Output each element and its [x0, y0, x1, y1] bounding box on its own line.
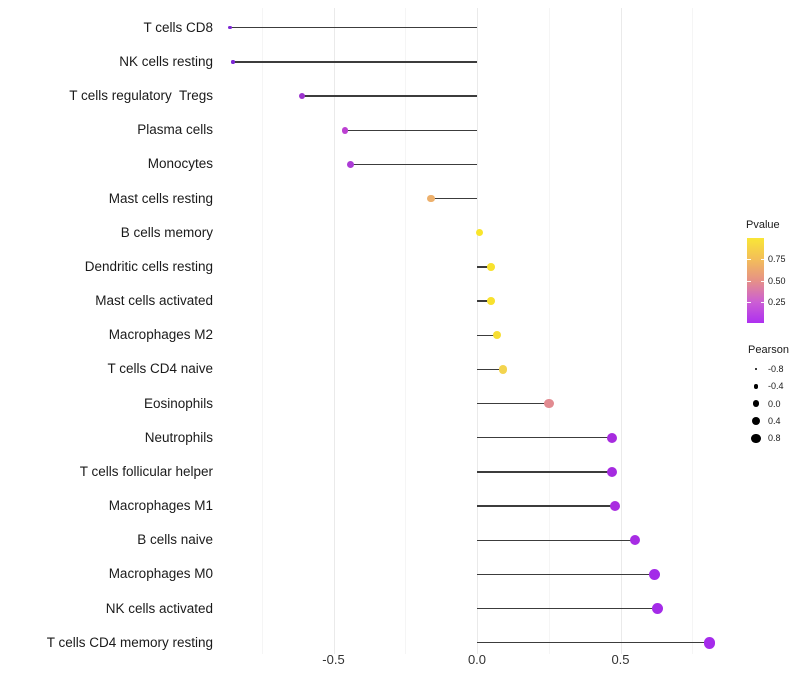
lollipop-stem	[477, 300, 492, 302]
lollipop-dot	[629, 535, 641, 546]
colorbar-tick	[760, 301, 764, 303]
category-label: NK cells resting	[119, 53, 213, 69]
lollipop-stem	[477, 437, 612, 439]
colorbar-tick	[747, 280, 751, 282]
lollipop-dot	[476, 229, 484, 237]
lollipop-stem	[350, 163, 477, 166]
lollipop-stem	[477, 368, 503, 371]
lollipop-stem	[477, 471, 612, 473]
pearson-legend-dot	[754, 367, 758, 371]
colorbar-tick-label: 0.50	[768, 275, 786, 286]
pearson-legend-dot	[753, 384, 759, 389]
pearson-legend-title: Pearson	[748, 344, 789, 356]
x-tick-label: -0.5	[322, 652, 345, 667]
lollipop-dot	[652, 603, 664, 615]
x-tick-label: 0.0	[467, 652, 487, 667]
category-label: NK cells activated	[105, 600, 213, 616]
lollipop-dot	[703, 636, 716, 649]
lollipop-stem	[477, 334, 498, 336]
pearson-legend-label: 0.8	[768, 433, 781, 444]
category-label: Macrophages M2	[108, 327, 213, 343]
major-gridline	[333, 8, 335, 654]
lollipop-dot	[493, 331, 502, 340]
lollipop-dot	[606, 432, 617, 443]
category-label: Macrophages M0	[108, 566, 213, 582]
colorbar-tick-label: 0.25	[768, 296, 786, 307]
category-label: Monocytes	[147, 156, 213, 172]
lollipop-stem	[477, 505, 615, 507]
category-label: T cells CD4 naive	[107, 361, 213, 377]
lollipop-stem	[233, 61, 477, 63]
pvalue-legend-title: Pvalue	[746, 219, 780, 231]
lollipop-dot	[498, 365, 508, 374]
lollipop-dot	[347, 160, 355, 168]
pearson-legend-dot	[752, 400, 760, 407]
lollipop-dot	[298, 92, 306, 100]
lollipop-stem	[477, 266, 492, 268]
major-gridline	[477, 8, 478, 654]
pearson-legend-label: -0.4	[768, 381, 784, 392]
minor-gridline	[405, 8, 407, 654]
lollipop-stem	[477, 402, 549, 405]
minor-gridline	[261, 8, 263, 654]
category-label: T cells follicular helper	[79, 463, 213, 479]
category-label: Macrophages M1	[108, 498, 213, 514]
lollipop-stem	[230, 27, 477, 29]
colorbar-tick	[747, 259, 751, 261]
category-label: T cells CD8	[143, 19, 213, 35]
pearson-legend-label: -0.8	[768, 364, 784, 374]
category-label: Mast cells activated	[95, 293, 213, 309]
lollipop-dot	[609, 500, 620, 512]
category-label: B cells naive	[137, 532, 213, 548]
lollipop-dot	[341, 126, 349, 134]
category-label: Eosinophils	[143, 395, 213, 411]
pearson-legend-dot	[752, 416, 760, 425]
colorbar-tick-label: 0.75	[768, 254, 786, 265]
lollipop-dot	[487, 262, 496, 271]
lollipop-stem	[477, 573, 655, 576]
lollipop-stem	[477, 642, 710, 644]
category-label: Neutrophils	[144, 429, 213, 445]
lollipop-dot	[487, 297, 496, 305]
colorbar-tick	[760, 259, 764, 261]
category-label: Dendritic cells resting	[84, 258, 213, 274]
lollipop-stem	[431, 197, 477, 200]
category-label: Plasma cells	[137, 122, 213, 138]
colorbar-tick	[747, 301, 751, 303]
pearson-legend-label: 0.0	[768, 398, 781, 409]
major-gridline	[620, 8, 622, 654]
lollipop-dot	[649, 568, 661, 580]
pearson-legend-label: 0.4	[768, 415, 781, 426]
lollipop-dot	[606, 466, 617, 477]
pvalue-colorbar	[747, 238, 764, 323]
category-label: B cells memory	[120, 224, 213, 240]
lollipop-stem	[301, 95, 477, 97]
minor-gridline	[692, 8, 694, 654]
lollipop-dot	[543, 398, 554, 409]
lollipop-stem	[344, 129, 477, 131]
category-label: T cells CD4 memory resting	[46, 634, 213, 650]
lollipop-stem	[477, 539, 635, 541]
lollipop-dot	[231, 60, 235, 64]
x-tick-label: 0.5	[611, 652, 630, 667]
colorbar-tick	[760, 280, 764, 282]
lollipop-dot	[228, 26, 232, 30]
lollipop-stem	[477, 607, 658, 610]
category-label: Mast cells resting	[108, 190, 213, 206]
pearson-legend-dot	[751, 433, 761, 443]
minor-gridline	[548, 8, 550, 654]
lollipop-dot	[427, 194, 435, 203]
category-label: T cells regulatory Tregs	[69, 88, 213, 104]
